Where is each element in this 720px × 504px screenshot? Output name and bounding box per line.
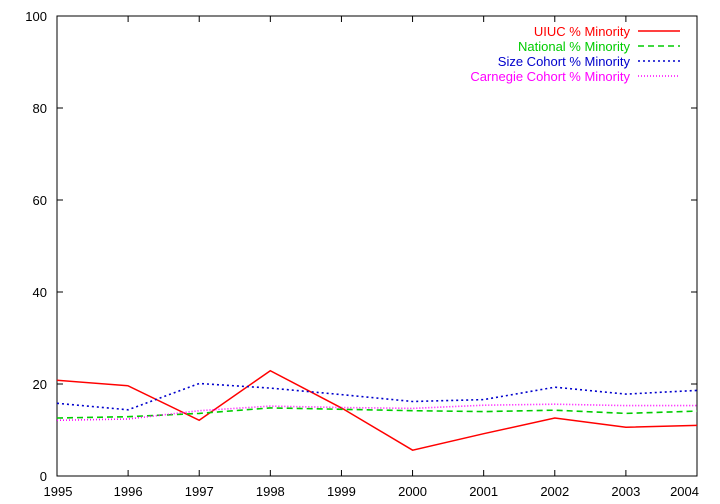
y-tick-label: 100 — [25, 9, 47, 24]
plot-frame — [56, 15, 698, 477]
legend-label-0: UIUC % Minority — [534, 24, 631, 39]
legend-label-2: Size Cohort % Minority — [498, 54, 631, 69]
x-tick-label: 1998 — [256, 484, 285, 499]
x-axis: 1995 1996 1997 1998 1999 2000 2001 2002 2003 2004 — [44, 16, 699, 499]
x-tick-label: 2001 — [469, 484, 498, 499]
y-tick-label: 40 — [33, 285, 47, 300]
y-tick-label: 80 — [33, 101, 47, 116]
x-tick-label: 1997 — [185, 484, 214, 499]
y-axis: 0 20 40 60 80 100 — [25, 9, 697, 484]
x-tick-label: 1995 — [44, 484, 73, 499]
x-tick-label: 1996 — [114, 484, 143, 499]
legend-label-1: National % Minority — [518, 39, 630, 54]
x-tick-label: 2002 — [540, 484, 569, 499]
x-tick-label: 2003 — [611, 484, 640, 499]
series-line-0 — [56, 369, 698, 451]
series-line-2 — [56, 382, 698, 411]
y-tick-label: 0 — [40, 469, 47, 484]
series-layer — [56, 369, 698, 451]
legend-label-3: Carnegie Cohort % Minority — [470, 69, 630, 84]
x-tick-label: 2000 — [398, 484, 427, 499]
series-line-3 — [56, 403, 697, 422]
y-tick-label: 60 — [33, 193, 47, 208]
x-tick-label: 1999 — [327, 484, 356, 499]
y-tick-label: 20 — [33, 377, 47, 392]
series-line-1 — [56, 407, 698, 419]
x-tick-label: 2004 — [670, 484, 699, 499]
